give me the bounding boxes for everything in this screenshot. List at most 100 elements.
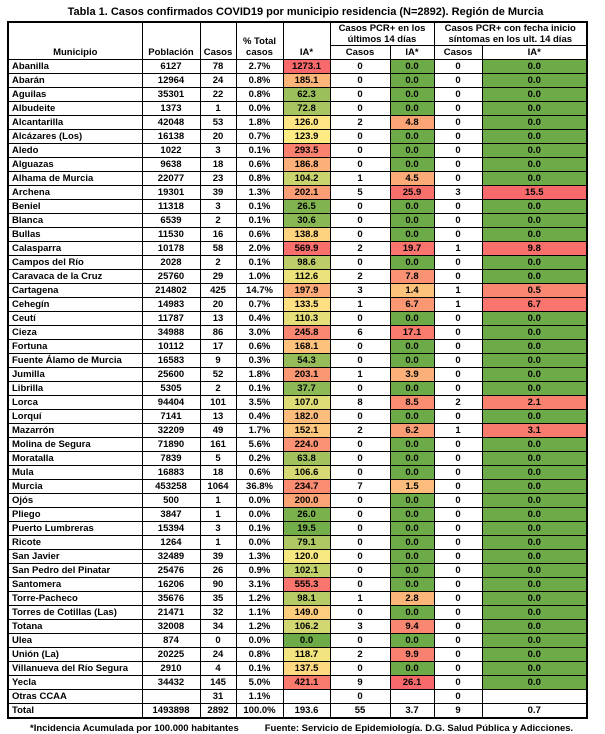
cell-ia14: 4.5 [389, 171, 435, 186]
cell-casos: 39 [199, 185, 237, 200]
cell-pct: 0.1% [235, 213, 284, 228]
cell-ia_sint: 0.0 [481, 101, 588, 116]
col-header-ia: IA* [282, 21, 331, 60]
cell-casos_sint: 0 [433, 381, 483, 396]
cell-municipio: Beniel [7, 199, 143, 214]
cell-municipio: Aledo [7, 143, 143, 158]
cell-casos_sint: 0 [433, 367, 483, 382]
cell-casos14: 9 [329, 675, 391, 690]
cell-municipio: Otras CCAA [7, 689, 143, 704]
cell-municipio: Albudeite [7, 101, 143, 116]
cell-poblacion: 19301 [141, 185, 201, 200]
cell-casos_sint: 0 [433, 353, 483, 368]
cell-ia_sint: 0.0 [481, 381, 588, 396]
cell-casos: 101 [199, 395, 237, 410]
cell-pct: 0.1% [235, 255, 284, 270]
cell-ia_sint: 0.0 [481, 605, 588, 620]
cell-casos14: 3 [329, 619, 391, 634]
cell-ia: 107.0 [282, 395, 331, 410]
cell-pct: 1.2% [235, 591, 284, 606]
cell-casos: 1 [199, 493, 237, 508]
cell-ia: 106.6 [282, 465, 331, 480]
cell-municipio: Abarán [7, 73, 143, 88]
cell-poblacion: 500 [141, 493, 201, 508]
cell-casos_sint: 0 [433, 101, 483, 116]
cell-ia14: 0.0 [389, 101, 435, 116]
cell-poblacion: 214802 [141, 283, 201, 298]
cell-pct: 1.2% [235, 619, 284, 634]
cell-ia14: 0.0 [389, 59, 435, 74]
cell-municipio: Mula [7, 465, 143, 480]
cell-ia_sint: 0.0 [481, 143, 588, 158]
cell-ia: 569.9 [282, 241, 331, 256]
cell-poblacion: 25600 [141, 367, 201, 382]
cell-ia14: 0.0 [389, 563, 435, 578]
cell-casos14: 2 [329, 423, 391, 438]
cell-municipio: Villanueva del Río Segura [7, 661, 143, 676]
cell-ia_sint: 0.0 [481, 409, 588, 424]
cell-municipio: Cehegín [7, 297, 143, 312]
cell-pct: 2.0% [235, 241, 284, 256]
col-header-poblacion: Población [141, 21, 201, 60]
cell-poblacion: 453258 [141, 479, 201, 494]
cell-ia14: 9.4 [389, 619, 435, 634]
cell-ia: 152.1 [282, 423, 331, 438]
cell-ia_sint: 0.0 [481, 647, 588, 662]
cell-ia_sint: 0.0 [481, 87, 588, 102]
cell-casos_sint: 0 [433, 535, 483, 550]
cell-pct: 0.2% [235, 451, 284, 466]
cell-pct: 0.3% [235, 353, 284, 368]
cell-ia14: 0.0 [389, 213, 435, 228]
cell-pct: 2.7% [235, 59, 284, 74]
table-row: Ricote 1264 1 0.0% 79.1 0 0.0 0 0.0 [7, 535, 588, 550]
cell-pct: 0.8% [235, 87, 284, 102]
cell-casos: 16 [199, 227, 237, 242]
cell-poblacion: 12964 [141, 73, 201, 88]
cell-casos14: 2 [329, 269, 391, 284]
cell-casos_sint: 0 [433, 437, 483, 452]
cell-ia_sint: 0.0 [481, 479, 588, 494]
cell-casos_sint: 2 [433, 395, 483, 410]
cell-poblacion: 16138 [141, 129, 201, 144]
cell-casos_sint: 0 [433, 563, 483, 578]
cell-casos_sint: 0 [433, 633, 483, 648]
cell-casos_sint: 0 [433, 269, 483, 284]
cell-casos: 90 [199, 577, 237, 592]
cell-poblacion: 11787 [141, 311, 201, 326]
cell-ia_sint: 3.1 [481, 423, 588, 438]
cell-pct: 0.0% [235, 633, 284, 648]
cell-ia14: 0.0 [389, 521, 435, 536]
cell-municipio: Ojós [7, 493, 143, 508]
cell-casos: 53 [199, 115, 237, 130]
cell-ia_sint: 0.0 [481, 367, 588, 382]
cell-casos14: 0 [329, 633, 391, 648]
cell-casos14: 0 [329, 339, 391, 354]
cell-municipio: Yecla [7, 675, 143, 690]
cell-ia: 98.6 [282, 255, 331, 270]
cell-poblacion: 14983 [141, 297, 201, 312]
cell-municipio: Fuente Álamo de Murcia [7, 353, 143, 368]
cell-casos: 5 [199, 451, 237, 466]
cell-ia_sint: 0.0 [481, 535, 588, 550]
cell-ia: 120.0 [282, 549, 331, 564]
cell-ia: 185.1 [282, 73, 331, 88]
cell-municipio: Ulea [7, 633, 143, 648]
cell-pct: 0.0% [235, 101, 284, 116]
table-row: Campos del Río 2028 2 0.1% 98.6 0 0.0 0 0.0 [7, 255, 588, 270]
cell-casos: 24 [199, 73, 237, 88]
header-group-row: Municipio Población Casos % Total casos … [7, 21, 588, 60]
cell-pct: 3.1% [235, 577, 284, 592]
cell-municipio: Alcázares (Los) [7, 129, 143, 144]
cell-poblacion: 16206 [141, 577, 201, 592]
cell-ia14: 0.0 [389, 409, 435, 424]
table-row: Archena 19301 39 1.3% 202.1 5 25.9 3 15.5 [7, 185, 588, 200]
cell-ia_sint: 0.0 [481, 577, 588, 592]
cell-poblacion: 10178 [141, 241, 201, 256]
cell-ia: 79.1 [282, 535, 331, 550]
cell-casos14: 0 [329, 437, 391, 452]
cell-casos14: 0 [329, 535, 391, 550]
cell-municipio: Santomera [7, 577, 143, 592]
cell-pct: 0.4% [235, 409, 284, 424]
cell-casos14: 0 [329, 521, 391, 536]
cell-casos: 52 [199, 367, 237, 382]
